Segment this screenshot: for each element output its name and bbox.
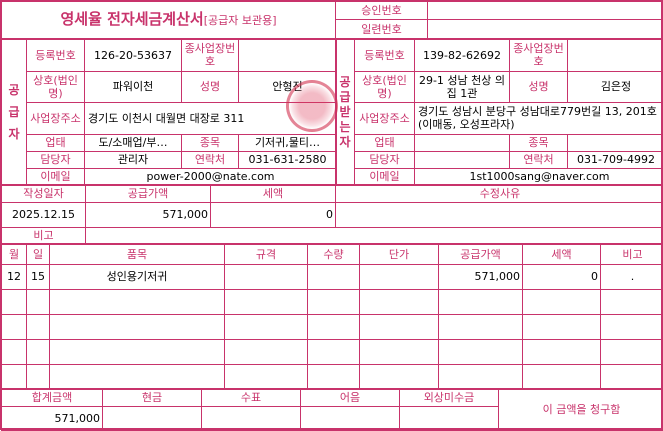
tax-label: 세액 bbox=[211, 185, 336, 202]
tax-amount: 0 bbox=[211, 202, 336, 227]
col-item: 품목 bbox=[50, 244, 225, 264]
item-spec bbox=[225, 264, 308, 289]
credit-amount bbox=[400, 407, 499, 431]
revision-reason bbox=[336, 202, 663, 227]
receiver-company: 29-1 성남 천상 의집 1관 bbox=[415, 71, 510, 102]
supplier-address-label: 사업장주소 bbox=[27, 102, 85, 134]
item-qty bbox=[308, 264, 360, 289]
supplier-sub-no-label: 종사업장번호 bbox=[182, 39, 239, 71]
check-amount bbox=[202, 407, 301, 431]
receiver-reg-no: 139-82-62692 bbox=[415, 39, 510, 71]
receiver-manager bbox=[415, 151, 510, 168]
total-amount: 571,000 bbox=[2, 407, 103, 431]
supplier-name-label: 성명 bbox=[182, 71, 239, 102]
note-value bbox=[86, 227, 663, 244]
cash-amount bbox=[103, 407, 202, 431]
supplier-address: 경기도 이천시 대월면 대장로 311 bbox=[85, 102, 337, 134]
receiver-biz-type bbox=[415, 134, 510, 151]
receiver-reg-no-label: 등록번호 bbox=[355, 39, 415, 71]
receiver-biz-item-label: 종목 bbox=[510, 134, 568, 151]
date-label: 작성일자 bbox=[2, 185, 86, 202]
supplier-biz-type: 도/소매업/부… bbox=[85, 134, 182, 151]
receiver-name-label: 성명 bbox=[510, 71, 568, 102]
supplier-biz-item-label: 종목 bbox=[182, 134, 239, 151]
supplier-email: power-2000@nate.com bbox=[85, 168, 337, 185]
item-name: 성인용기저귀 bbox=[50, 264, 225, 289]
receiver-address-label: 사업장주소 bbox=[355, 102, 415, 134]
receiver-biz-item bbox=[568, 134, 663, 151]
receiver-manager-label: 담당자 bbox=[355, 151, 415, 168]
item-month: 12 bbox=[2, 264, 27, 289]
col-supply: 공급가액 bbox=[439, 244, 523, 264]
table-row bbox=[2, 364, 663, 389]
total-label: 합계금액 bbox=[2, 389, 103, 407]
table-row bbox=[2, 289, 663, 314]
receiver-name: 김은정 bbox=[568, 71, 663, 102]
invoice-title: 영세율 전자세금계산서[공급자 보관용] bbox=[2, 2, 336, 39]
note-label: 비고 bbox=[2, 227, 86, 244]
supplier-email-label: 이메일 bbox=[27, 168, 85, 185]
supply-amount: 571,000 bbox=[86, 202, 211, 227]
receiver-email: 1st1000sang@naver.com bbox=[415, 168, 663, 185]
bill-amount bbox=[301, 407, 400, 431]
item-unit-price bbox=[360, 264, 439, 289]
receiver-sub-no bbox=[568, 39, 663, 71]
supplier-reg-no: 126-20-53637 bbox=[85, 39, 182, 71]
supply-amount-label: 공급가액 bbox=[86, 185, 211, 202]
approval-number-label: 승인번호 bbox=[336, 2, 428, 20]
invoice-header: 영세율 전자세금계산서[공급자 보관용] 승인번호 일련번호 bbox=[1, 1, 663, 39]
supplier-side-label: 공급자 bbox=[2, 39, 27, 185]
supplier-company-label: 상호(법인명) bbox=[27, 71, 85, 102]
check-label: 수표 bbox=[202, 389, 301, 407]
serial-number-label: 일련번호 bbox=[336, 20, 428, 39]
receiver-address: 경기도 성남시 분당구 성남대로779번길 13, 201호 (이매동, 오성프… bbox=[415, 102, 663, 134]
item-note: . bbox=[601, 264, 663, 289]
item-day: 15 bbox=[27, 264, 50, 289]
supplier-contact-label: 연락처 bbox=[182, 151, 239, 168]
receiver-company-label: 상호(법인명) bbox=[355, 71, 415, 102]
col-month: 월 bbox=[2, 244, 27, 264]
col-tax: 세액 bbox=[523, 244, 601, 264]
supplier-reg-no-label: 등록번호 bbox=[27, 39, 85, 71]
supplier-name: 안형진 bbox=[239, 71, 337, 102]
supplier-sub-no bbox=[239, 39, 337, 71]
supplier-biz-item: 기저귀,물티… bbox=[239, 134, 337, 151]
col-qty: 수량 bbox=[308, 244, 360, 264]
supplier-company: 파워이천 bbox=[85, 71, 182, 102]
receiver-biz-type-label: 업태 bbox=[355, 134, 415, 151]
receiver-contact: 031-709-4992 bbox=[568, 151, 663, 168]
supplier-manager-label: 담당자 bbox=[27, 151, 85, 168]
receiver-contact-label: 연락처 bbox=[510, 151, 568, 168]
receiver-email-label: 이메일 bbox=[355, 168, 415, 185]
item-tax: 0 bbox=[523, 264, 601, 289]
supplier-contact: 031-631-2580 bbox=[239, 151, 337, 168]
col-day: 일 bbox=[27, 244, 50, 264]
item-supply: 571,000 bbox=[439, 264, 523, 289]
issue-date: 2025.12.15 bbox=[2, 202, 86, 227]
col-spec: 규격 bbox=[225, 244, 308, 264]
supplier-biz-type-label: 업태 bbox=[27, 134, 85, 151]
claim-text: 이 금액을 청구함 bbox=[499, 389, 663, 431]
col-unit-price: 단가 bbox=[360, 244, 439, 264]
receiver-side-label: 공급받는자 bbox=[336, 39, 355, 185]
supplier-manager: 관리자 bbox=[85, 151, 182, 168]
credit-label: 외상미수금 bbox=[400, 389, 499, 407]
approval-number-value bbox=[428, 2, 663, 20]
cash-label: 현금 bbox=[103, 389, 202, 407]
receiver-sub-no-label: 종사업장번호 bbox=[510, 39, 568, 71]
revision-reason-label: 수정사유 bbox=[336, 185, 663, 202]
table-row bbox=[2, 339, 663, 364]
col-note: 비고 bbox=[601, 244, 663, 264]
bill-label: 어음 bbox=[301, 389, 400, 407]
table-row bbox=[2, 314, 663, 339]
serial-number-value bbox=[428, 20, 663, 39]
